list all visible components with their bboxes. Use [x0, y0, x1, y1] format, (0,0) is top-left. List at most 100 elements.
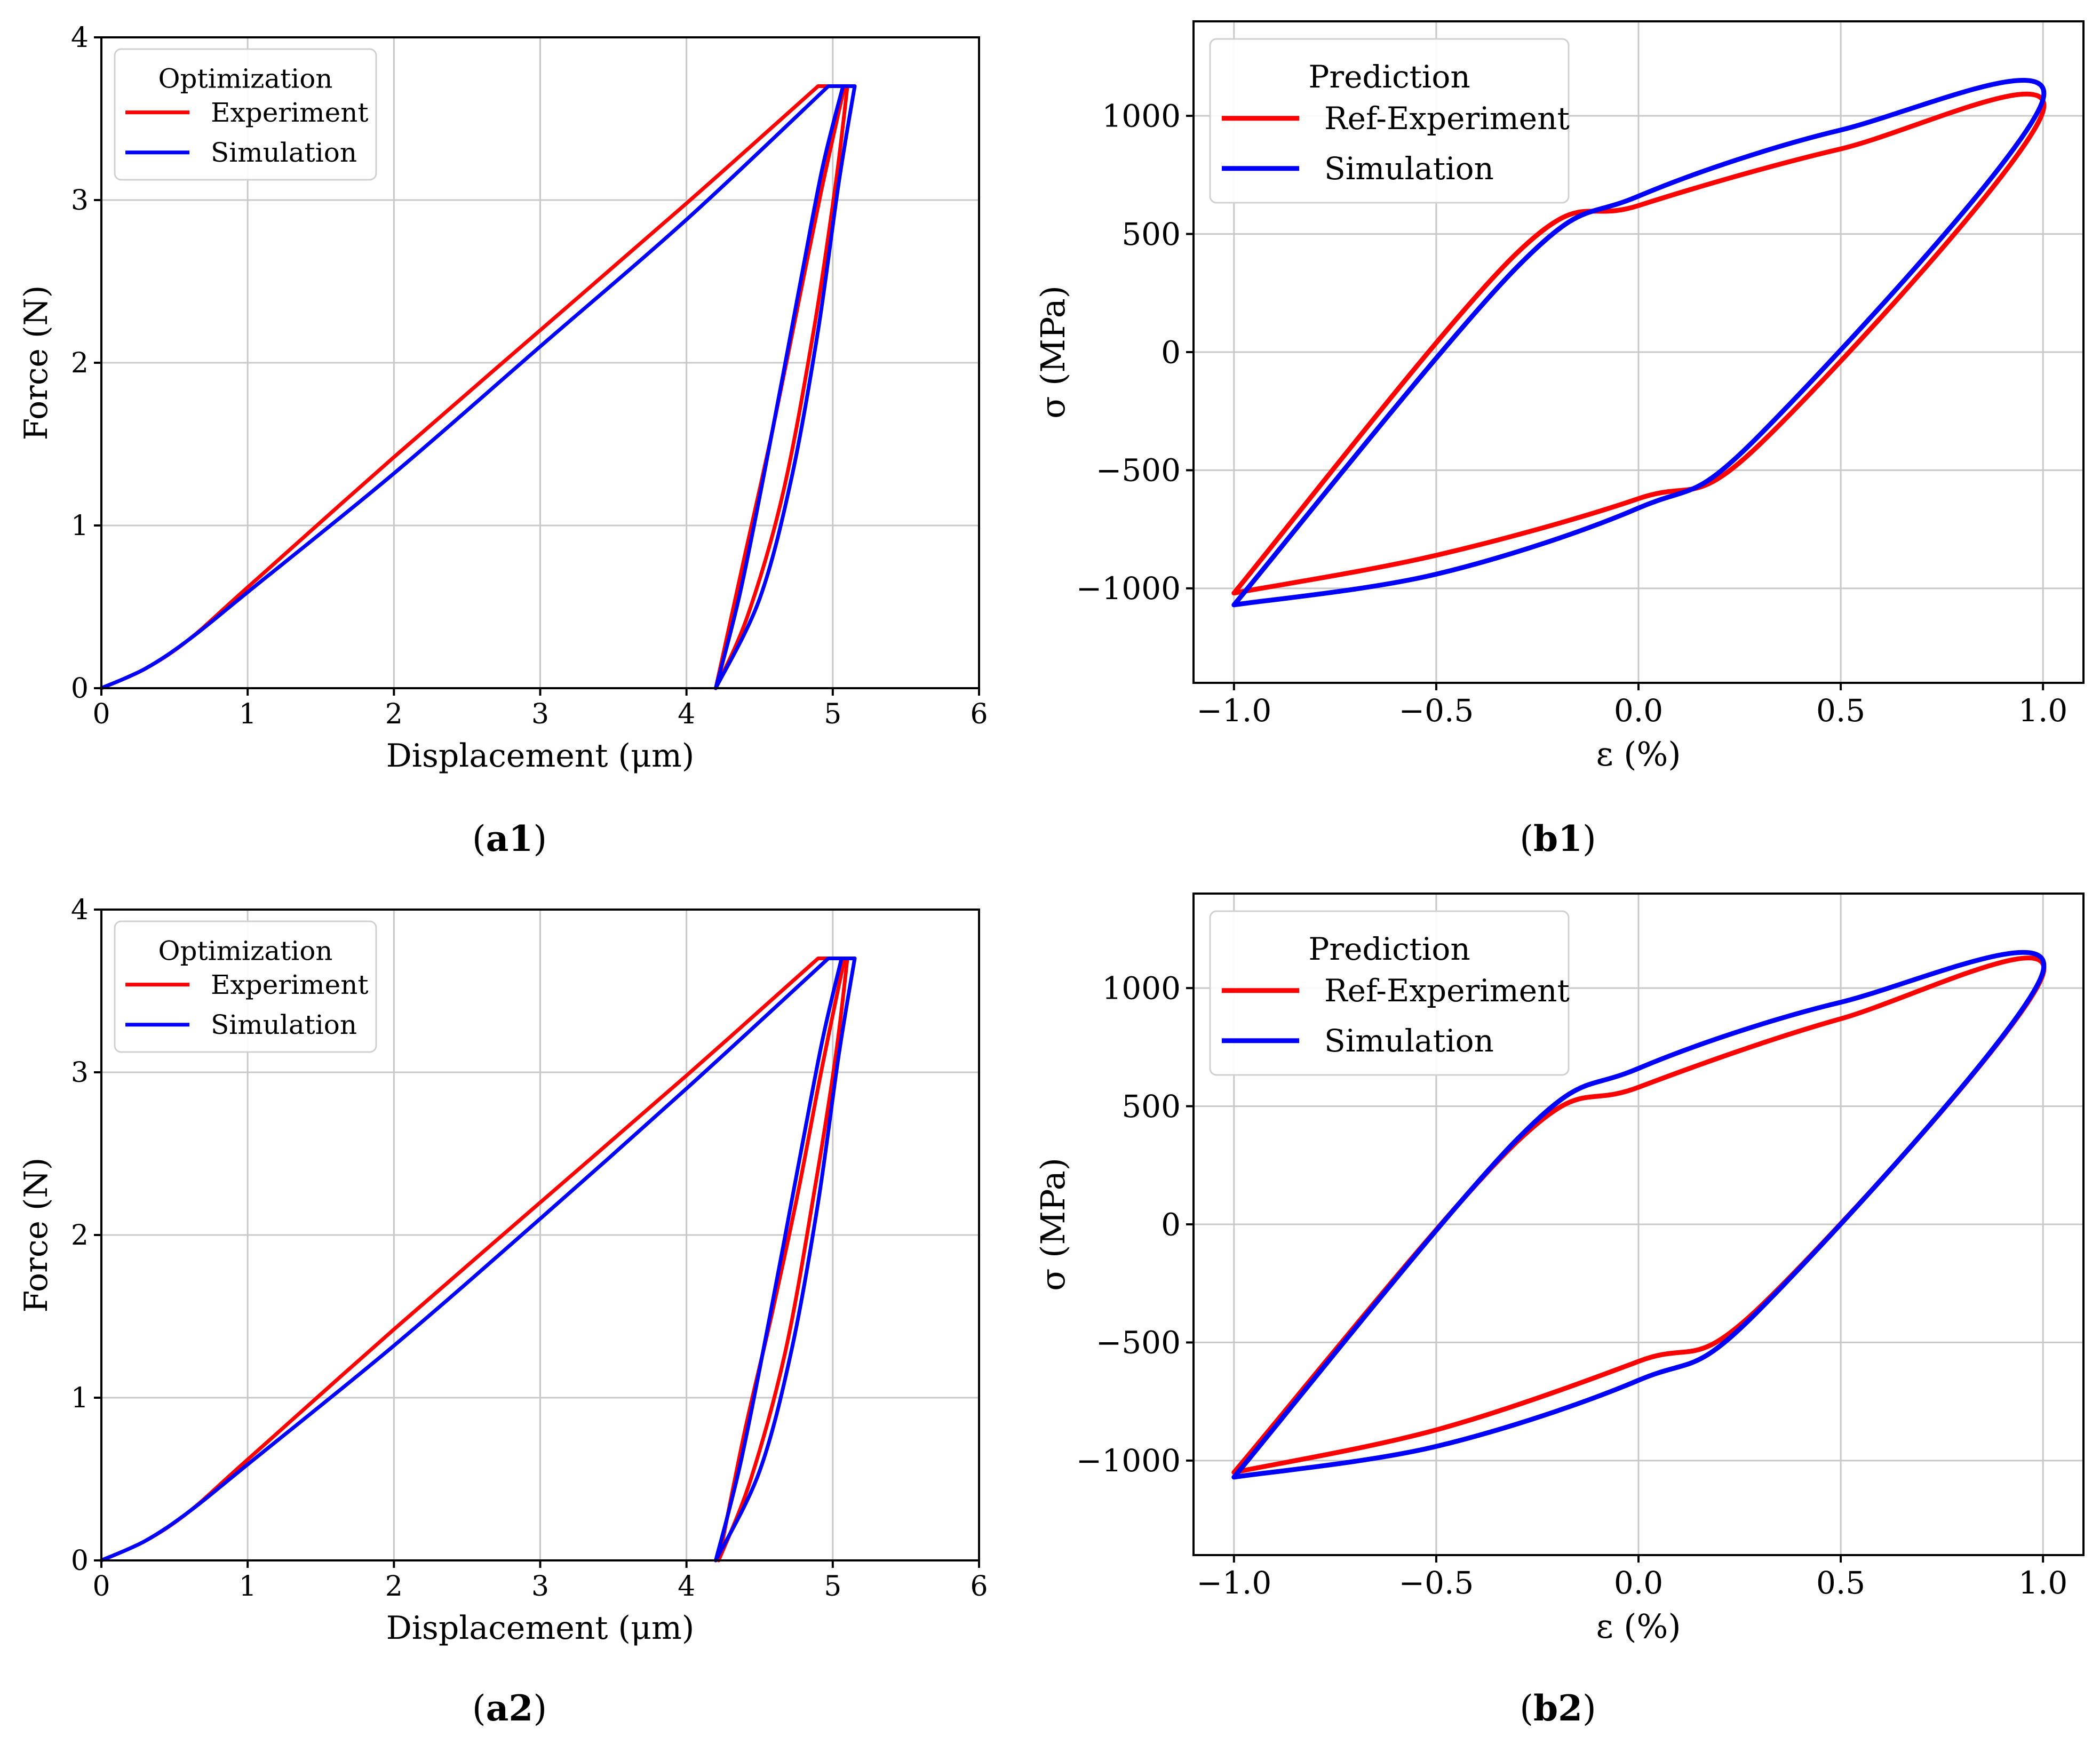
caption-part: (	[1520, 818, 1533, 859]
y-tick-label: 500	[1121, 216, 1181, 252]
x-axis-label: Displacement (μm)	[386, 737, 695, 775]
caption-part: (	[1520, 1688, 1533, 1729]
x-tick-label: 2	[385, 1571, 403, 1603]
series-curve	[99, 84, 857, 690]
series-simulation	[1231, 950, 2047, 1480]
chart-panel-a1: 0 1 2 3 4 5 6 0 1 2 3 4 Displacement (μm) Force (N) Op…	[18, 22, 988, 859]
panel-caption: (b2)	[1520, 1687, 1596, 1729]
x-axis-label: ε (%)	[1596, 1607, 1681, 1646]
series-curve	[1231, 78, 2047, 608]
legend-title: Prediction	[1308, 931, 1470, 967]
x-tick-label: 5	[824, 698, 841, 730]
y-tick-label: −1000	[1076, 570, 1181, 607]
y-tick-label: 2	[71, 347, 89, 379]
x-tick-label: 6	[970, 1571, 988, 1603]
panel-caption: (a1)	[472, 818, 547, 859]
x-tick-label: 2	[385, 698, 403, 730]
x-tick-label: 1.0	[2018, 1565, 2067, 1601]
y-tick-label: 2	[71, 1220, 89, 1252]
x-tick-label: 3	[531, 1571, 549, 1603]
chart-panel-a2: 0 1 2 3 4 5 6 0 1 2 3 4 Displacement (μm) Force (N) Op…	[18, 894, 988, 1729]
y-tick-label: 3	[71, 1057, 89, 1089]
legend-label: Ref-Experiment	[1324, 973, 1570, 1009]
series-curve	[714, 84, 849, 690]
legend-box	[1209, 910, 1570, 1076]
series-curve	[1231, 91, 2047, 596]
y-tick-label: 1	[71, 510, 89, 542]
legend-box	[114, 920, 377, 1053]
x-tick-label: −1.0	[1196, 692, 1271, 729]
legend-label: Experiment	[211, 969, 368, 1000]
chart-panel-b2: −1.0 −0.5 0.0 0.5 1.0 −1000 −500 0 500 1000 ε (%) σ…	[1033, 893, 2085, 1729]
caption-part: )	[1582, 818, 1596, 859]
legend-label: Simulation	[1324, 150, 1494, 187]
series-curve	[714, 957, 844, 1563]
x-tick-label: 1.0	[2018, 692, 2067, 729]
caption-part: (	[472, 1688, 486, 1729]
x-tick-label: 0.0	[1614, 1565, 1663, 1601]
series-curve	[714, 84, 857, 690]
legend: Prediction Ref-Experiment Simulation	[1209, 38, 1570, 204]
series-ref-experiment	[1231, 91, 2047, 596]
x-tick-label: 0.5	[1816, 1565, 1865, 1601]
x-tick-label: 4	[678, 698, 695, 730]
legend-label: Experiment	[211, 97, 368, 128]
x-tick-label: 1	[239, 698, 257, 730]
x-axis-label: Displacement (μm)	[386, 1609, 695, 1647]
y-axis-label: σ (MPa)	[1033, 1158, 1072, 1291]
y-tick-label: −500	[1096, 1325, 1181, 1361]
x-tick-label: 0.0	[1614, 692, 1663, 729]
caption-part: a2	[486, 1687, 534, 1729]
x-tick-label: 1	[239, 1571, 257, 1603]
series-curve	[714, 957, 857, 1563]
series-curve	[1231, 950, 2047, 1480]
series-simulation	[1231, 78, 2047, 608]
caption-part: )	[533, 1688, 547, 1729]
legend-title: Optimization	[158, 936, 332, 967]
y-tick-label: 1000	[1102, 970, 1181, 1006]
panel-caption: (a2)	[472, 1687, 547, 1729]
y-tick-label: 4	[71, 22, 89, 54]
legend-label: Ref-Experiment	[1324, 100, 1570, 137]
x-tick-label: 0	[92, 1571, 110, 1603]
x-tick-label: 5	[824, 1571, 841, 1603]
series-curve	[99, 957, 857, 1563]
legend: Prediction Ref-Experiment Simulation	[1209, 910, 1570, 1076]
y-tick-label: 1000	[1102, 98, 1181, 134]
y-tick-label: 500	[1121, 1088, 1181, 1125]
caption-part: )	[1582, 1688, 1596, 1729]
legend-box	[1209, 38, 1570, 204]
panel-caption: (b1)	[1520, 818, 1596, 859]
legend-title: Prediction	[1308, 59, 1470, 95]
y-axis-label: Force (N)	[18, 1158, 55, 1313]
y-tick-label: 3	[71, 185, 89, 217]
caption-part: )	[533, 818, 547, 859]
x-tick-label: 3	[531, 698, 549, 730]
caption-part: a1	[486, 818, 534, 859]
y-tick-label: 0	[1161, 334, 1181, 370]
x-tick-label: −0.5	[1398, 692, 1474, 729]
y-tick-label: −500	[1096, 452, 1181, 489]
x-tick-label: 0.5	[1816, 692, 1865, 729]
series-curve	[717, 957, 847, 1563]
x-tick-label: −0.5	[1398, 1565, 1474, 1601]
x-tick-label: −1.0	[1196, 1565, 1271, 1601]
caption-part: b1	[1533, 818, 1582, 859]
x-axis-label: ε (%)	[1596, 735, 1681, 774]
y-tick-label: 4	[71, 894, 89, 926]
legend-label: Simulation	[1324, 1023, 1494, 1059]
y-axis-label: Force (N)	[18, 285, 55, 441]
y-tick-label: 1	[71, 1382, 89, 1414]
chart-panel-b1: −1.0 −0.5 0.0 0.5 1.0 −1000 −500 0 500 1000 ε (%) σ…	[1033, 20, 2085, 859]
legend-label: Simulation	[211, 1009, 357, 1040]
caption-part: b2	[1533, 1687, 1582, 1729]
series-curve	[714, 84, 845, 690]
series-curve	[717, 957, 849, 1563]
x-tick-label: 6	[970, 698, 988, 730]
y-tick-label: 0	[71, 1545, 89, 1577]
y-axis-label: σ (MPa)	[1033, 285, 1072, 419]
series-simulation	[99, 84, 857, 690]
